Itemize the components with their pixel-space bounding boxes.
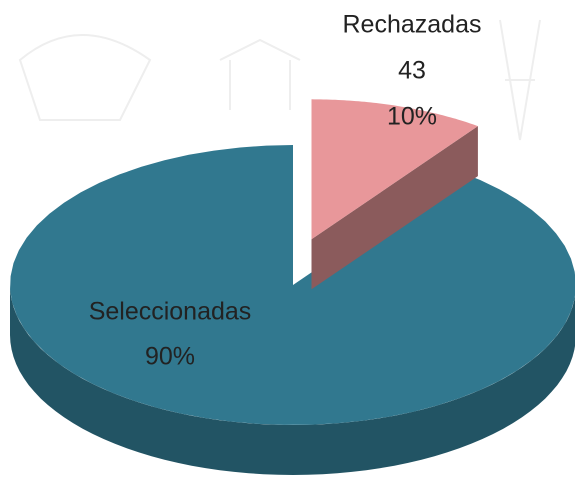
slice-side (311, 126, 478, 290)
slice (10, 145, 575, 425)
background-sketch (18, 19, 541, 141)
slice-label: 90% (145, 343, 195, 371)
slice-name: Rechazadas (343, 11, 482, 39)
slice-count: 43 (398, 57, 426, 85)
slice-name: Seleccionadas (89, 298, 252, 326)
slice-side (10, 285, 575, 475)
slice (311, 99, 478, 240)
slice-label: 10% (387, 103, 437, 131)
